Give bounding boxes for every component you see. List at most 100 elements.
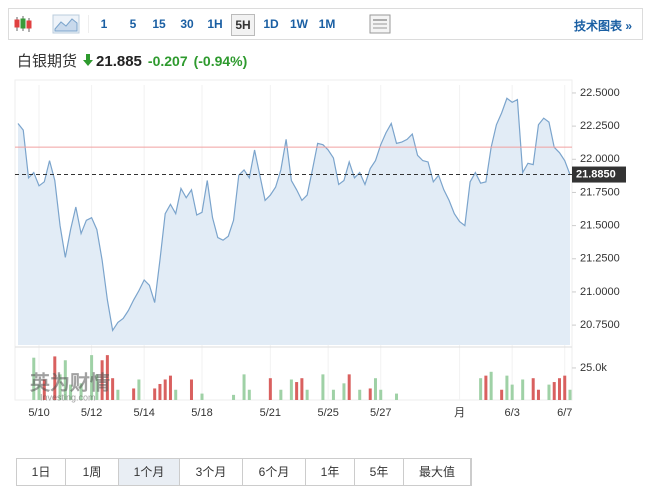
volume-bar xyxy=(242,374,246,400)
volume-bar xyxy=(379,389,383,400)
volume-bar xyxy=(105,355,109,400)
range-tab[interactable]: 最大值 xyxy=(404,459,471,485)
range-tab[interactable]: 5年 xyxy=(355,459,404,485)
x-tick-label: 5/10 xyxy=(28,407,49,419)
change-percent: (-0.94%) xyxy=(193,53,248,69)
volume-bar xyxy=(247,389,251,400)
volume-bar xyxy=(331,389,335,400)
chart-type-icons[interactable] xyxy=(9,9,89,39)
x-tick-label: 6/7 xyxy=(557,407,572,419)
volume-bar xyxy=(489,371,493,400)
interval-button[interactable]: 1D xyxy=(263,17,279,31)
volume-tick-label: 25.0k xyxy=(580,362,607,374)
table-icon[interactable] xyxy=(369,14,391,34)
volume-bar xyxy=(536,389,540,400)
volume-bar xyxy=(368,388,372,400)
volume-bar xyxy=(168,375,172,400)
toolbar: 技术图表 » 1 5 15 30 1H 5H 1D 1W 1M xyxy=(8,8,643,40)
volume-bar xyxy=(100,360,104,400)
tech-chart-link[interactable]: 技术图表 » xyxy=(573,19,632,33)
volume-bar xyxy=(505,375,509,400)
volume-bar xyxy=(174,389,178,400)
y-tick-label: 21.7500 xyxy=(580,186,620,198)
volume-bar xyxy=(268,378,272,400)
x-tick-label: 5/27 xyxy=(370,407,391,419)
volume-bar xyxy=(53,356,57,400)
current-price-label: 21.8850 xyxy=(576,168,616,180)
x-tick-label: 5/12 xyxy=(81,407,102,419)
volume-bar xyxy=(373,378,377,400)
watermark: Investing.com xyxy=(40,392,96,402)
interval-button[interactable]: 30 xyxy=(180,17,194,31)
price-line xyxy=(17,97,571,333)
range-tab[interactable]: 1日 xyxy=(17,459,66,485)
y-tick-label: 22.2500 xyxy=(580,120,620,132)
range-tab[interactable]: 1周 xyxy=(66,459,119,485)
price-area xyxy=(18,98,570,345)
plot-frame xyxy=(14,79,573,401)
volume-bar xyxy=(395,393,399,400)
volume-bar xyxy=(69,384,73,400)
quote-header: 白银期货 21.885 -0.207 (-0.94%) xyxy=(17,50,253,71)
volume-bar xyxy=(116,389,120,400)
x-tick-label: 月 xyxy=(454,407,465,419)
x-tick-label: 6/3 xyxy=(505,407,520,419)
volume-bar xyxy=(200,393,204,400)
volume-bar xyxy=(232,394,236,400)
y-tick-label: 22.5000 xyxy=(580,87,620,99)
volume-bar xyxy=(289,379,293,400)
range-tab[interactable]: 1年 xyxy=(306,459,355,485)
volume-bar xyxy=(358,389,362,400)
volume-bar xyxy=(531,378,535,400)
interval-button[interactable]: 1H xyxy=(207,17,223,31)
volume-bar xyxy=(521,379,525,400)
interval-button[interactable]: 1W xyxy=(290,17,308,31)
x-tick-label: 5/21 xyxy=(260,407,281,419)
watermark: 英为财情 xyxy=(30,370,110,394)
volume-bar xyxy=(95,374,99,400)
volume-bar xyxy=(479,378,483,400)
volume-bar xyxy=(557,378,561,400)
volume-bar xyxy=(189,379,193,400)
volume-bar xyxy=(568,389,572,400)
volume-bar xyxy=(90,355,94,400)
volume-bar xyxy=(547,384,551,400)
volume-bar xyxy=(137,379,141,400)
volume-bar xyxy=(295,382,299,400)
volume-bar xyxy=(342,383,346,400)
volume-bar xyxy=(163,379,167,400)
volume-bar xyxy=(32,357,36,400)
volume-bar xyxy=(79,383,83,400)
current-price-box xyxy=(572,166,626,183)
volume-bar xyxy=(37,384,41,400)
volume-bar xyxy=(279,389,283,400)
interval-button[interactable]: 1M xyxy=(318,17,336,31)
range-tabs: 1日 1周 1个月 3个月 6个月 1年 5年 最大值 xyxy=(16,458,472,486)
volume-bar xyxy=(500,389,504,400)
volume-bar xyxy=(510,384,514,400)
interval-button[interactable]: 5 xyxy=(129,17,137,31)
range-tab[interactable]: 6个月 xyxy=(243,459,306,485)
y-tick-label: 20.7500 xyxy=(580,319,620,331)
x-tick-label: 5/18 xyxy=(191,407,212,419)
interval-button[interactable]: 15 xyxy=(152,17,166,31)
volume-bar xyxy=(321,374,325,400)
x-tick-label: 5/14 xyxy=(133,407,154,419)
change: -0.207 xyxy=(147,53,188,69)
volume-bar xyxy=(305,389,309,400)
chart: 5/10 5/12 5/14 5/18 5/21 5/25 5/27 月 6/3 6/7 20.75… xyxy=(14,79,626,419)
range-tab[interactable]: 1个月 xyxy=(119,459,180,485)
range-tab[interactable]: 3个月 xyxy=(180,459,243,485)
y-tick-label: 22.0000 xyxy=(580,153,620,165)
y-tick-label: 21.5000 xyxy=(580,220,620,232)
volume-bar xyxy=(132,388,136,400)
price: 21.885 xyxy=(96,53,142,70)
y-tick-label: 21.0000 xyxy=(580,286,620,298)
down-arrow xyxy=(83,54,94,66)
volume-bar xyxy=(563,375,567,400)
interval-button[interactable]: 1 xyxy=(100,17,108,31)
volume-bar xyxy=(158,383,162,400)
interval-button[interactable]: 5H xyxy=(231,14,255,36)
x-tick-label: 5/25 xyxy=(317,407,338,419)
